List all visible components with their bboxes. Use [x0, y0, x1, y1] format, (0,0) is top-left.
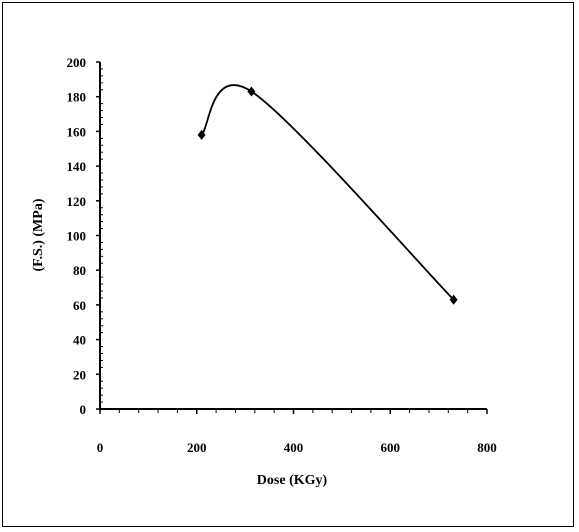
y-tick-label: 40 — [73, 333, 86, 348]
y-tick-label: 180 — [67, 90, 87, 105]
x-tick-label: 400 — [284, 440, 304, 455]
data-point — [247, 86, 256, 97]
y-tick-label: 0 — [80, 402, 87, 417]
x-tick-label: 800 — [477, 440, 497, 455]
y-axis-label: (F.S.) (MPa) — [31, 198, 46, 271]
y-tick-label: 120 — [67, 194, 87, 209]
y-tick-label: 200 — [67, 55, 87, 70]
x-tick-label: 0 — [97, 440, 104, 455]
y-tick-label: 160 — [67, 124, 87, 139]
data-point — [449, 294, 458, 305]
series-line — [200, 84, 455, 301]
y-tick-label: 20 — [73, 367, 86, 382]
x-tick-label: 600 — [381, 440, 401, 455]
x-tick-label: 200 — [187, 440, 207, 455]
y-tick-label: 60 — [73, 298, 86, 313]
y-tick-label: 140 — [67, 159, 87, 174]
chart-frame — [2, 2, 574, 527]
y-tick-label: 100 — [67, 229, 87, 244]
y-tick-label: 80 — [73, 263, 86, 278]
data-point — [197, 129, 206, 140]
x-axis-label: Dose (KGy) — [257, 473, 328, 488]
